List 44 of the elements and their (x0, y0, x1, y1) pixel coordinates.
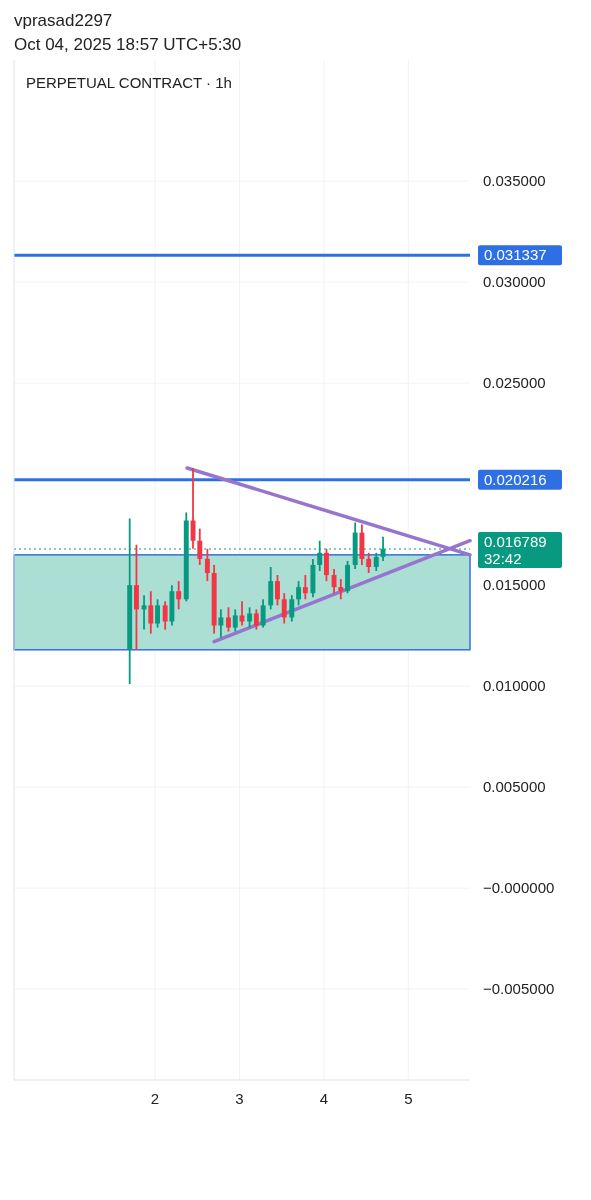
candlestick (226, 606, 231, 633)
y-tick-label: 0.030000 (483, 273, 546, 291)
candlestick (302, 574, 308, 601)
candlestick (317, 539, 323, 572)
chart-subtitle: Oct 04, 2025 18:57 UTC+5:30 (14, 35, 242, 54)
candlestick (275, 574, 280, 607)
x-tick-label: 3 (235, 1090, 244, 1107)
candlestick (281, 592, 287, 625)
annotation: PERPETUAL CONTRACT · 1h (26, 74, 232, 91)
y-tick-label: 0.025000 (483, 374, 546, 392)
candlestick (239, 600, 245, 627)
candlestick (260, 598, 266, 629)
x-tick-label: 2 (150, 1090, 160, 1107)
chart-title: vprasad2297 (14, 11, 113, 30)
candlestick (232, 608, 238, 633)
candlestick (141, 594, 147, 631)
candlestick (247, 606, 253, 629)
y-tick-label: 0.005000 (483, 778, 546, 796)
candlestick (155, 598, 161, 629)
y-tick-label: 0.010000 (483, 677, 546, 695)
candlestick (176, 580, 182, 611)
candlestick (253, 608, 259, 631)
candlestick (366, 551, 372, 574)
candlestick (338, 578, 344, 601)
candlestick (204, 547, 210, 583)
ref-line-label: 0.016789 (484, 533, 547, 551)
ref-line-label: 0.020216 (484, 471, 547, 489)
x-tick-label: 5 (404, 1090, 413, 1107)
y-tick-label: 0.015000 (483, 576, 546, 594)
ref-line-label: 0.031337 (484, 246, 547, 264)
candlestick (289, 594, 295, 623)
text: 32:42 (484, 550, 522, 568)
y-tick-label: −0.005000 (483, 980, 555, 998)
candlestick (162, 600, 168, 631)
candlestick (218, 608, 224, 639)
candlestick (148, 590, 154, 635)
x-tick-label: 4 (319, 1090, 329, 1107)
candlestick (331, 568, 337, 595)
y-tick-label: 0.035000 (483, 172, 546, 190)
candlestick (373, 551, 379, 572)
y-tick-label: −0.000000 (483, 879, 555, 897)
candlestick (197, 527, 203, 566)
candlestick (296, 580, 302, 607)
candlestick (323, 547, 329, 583)
